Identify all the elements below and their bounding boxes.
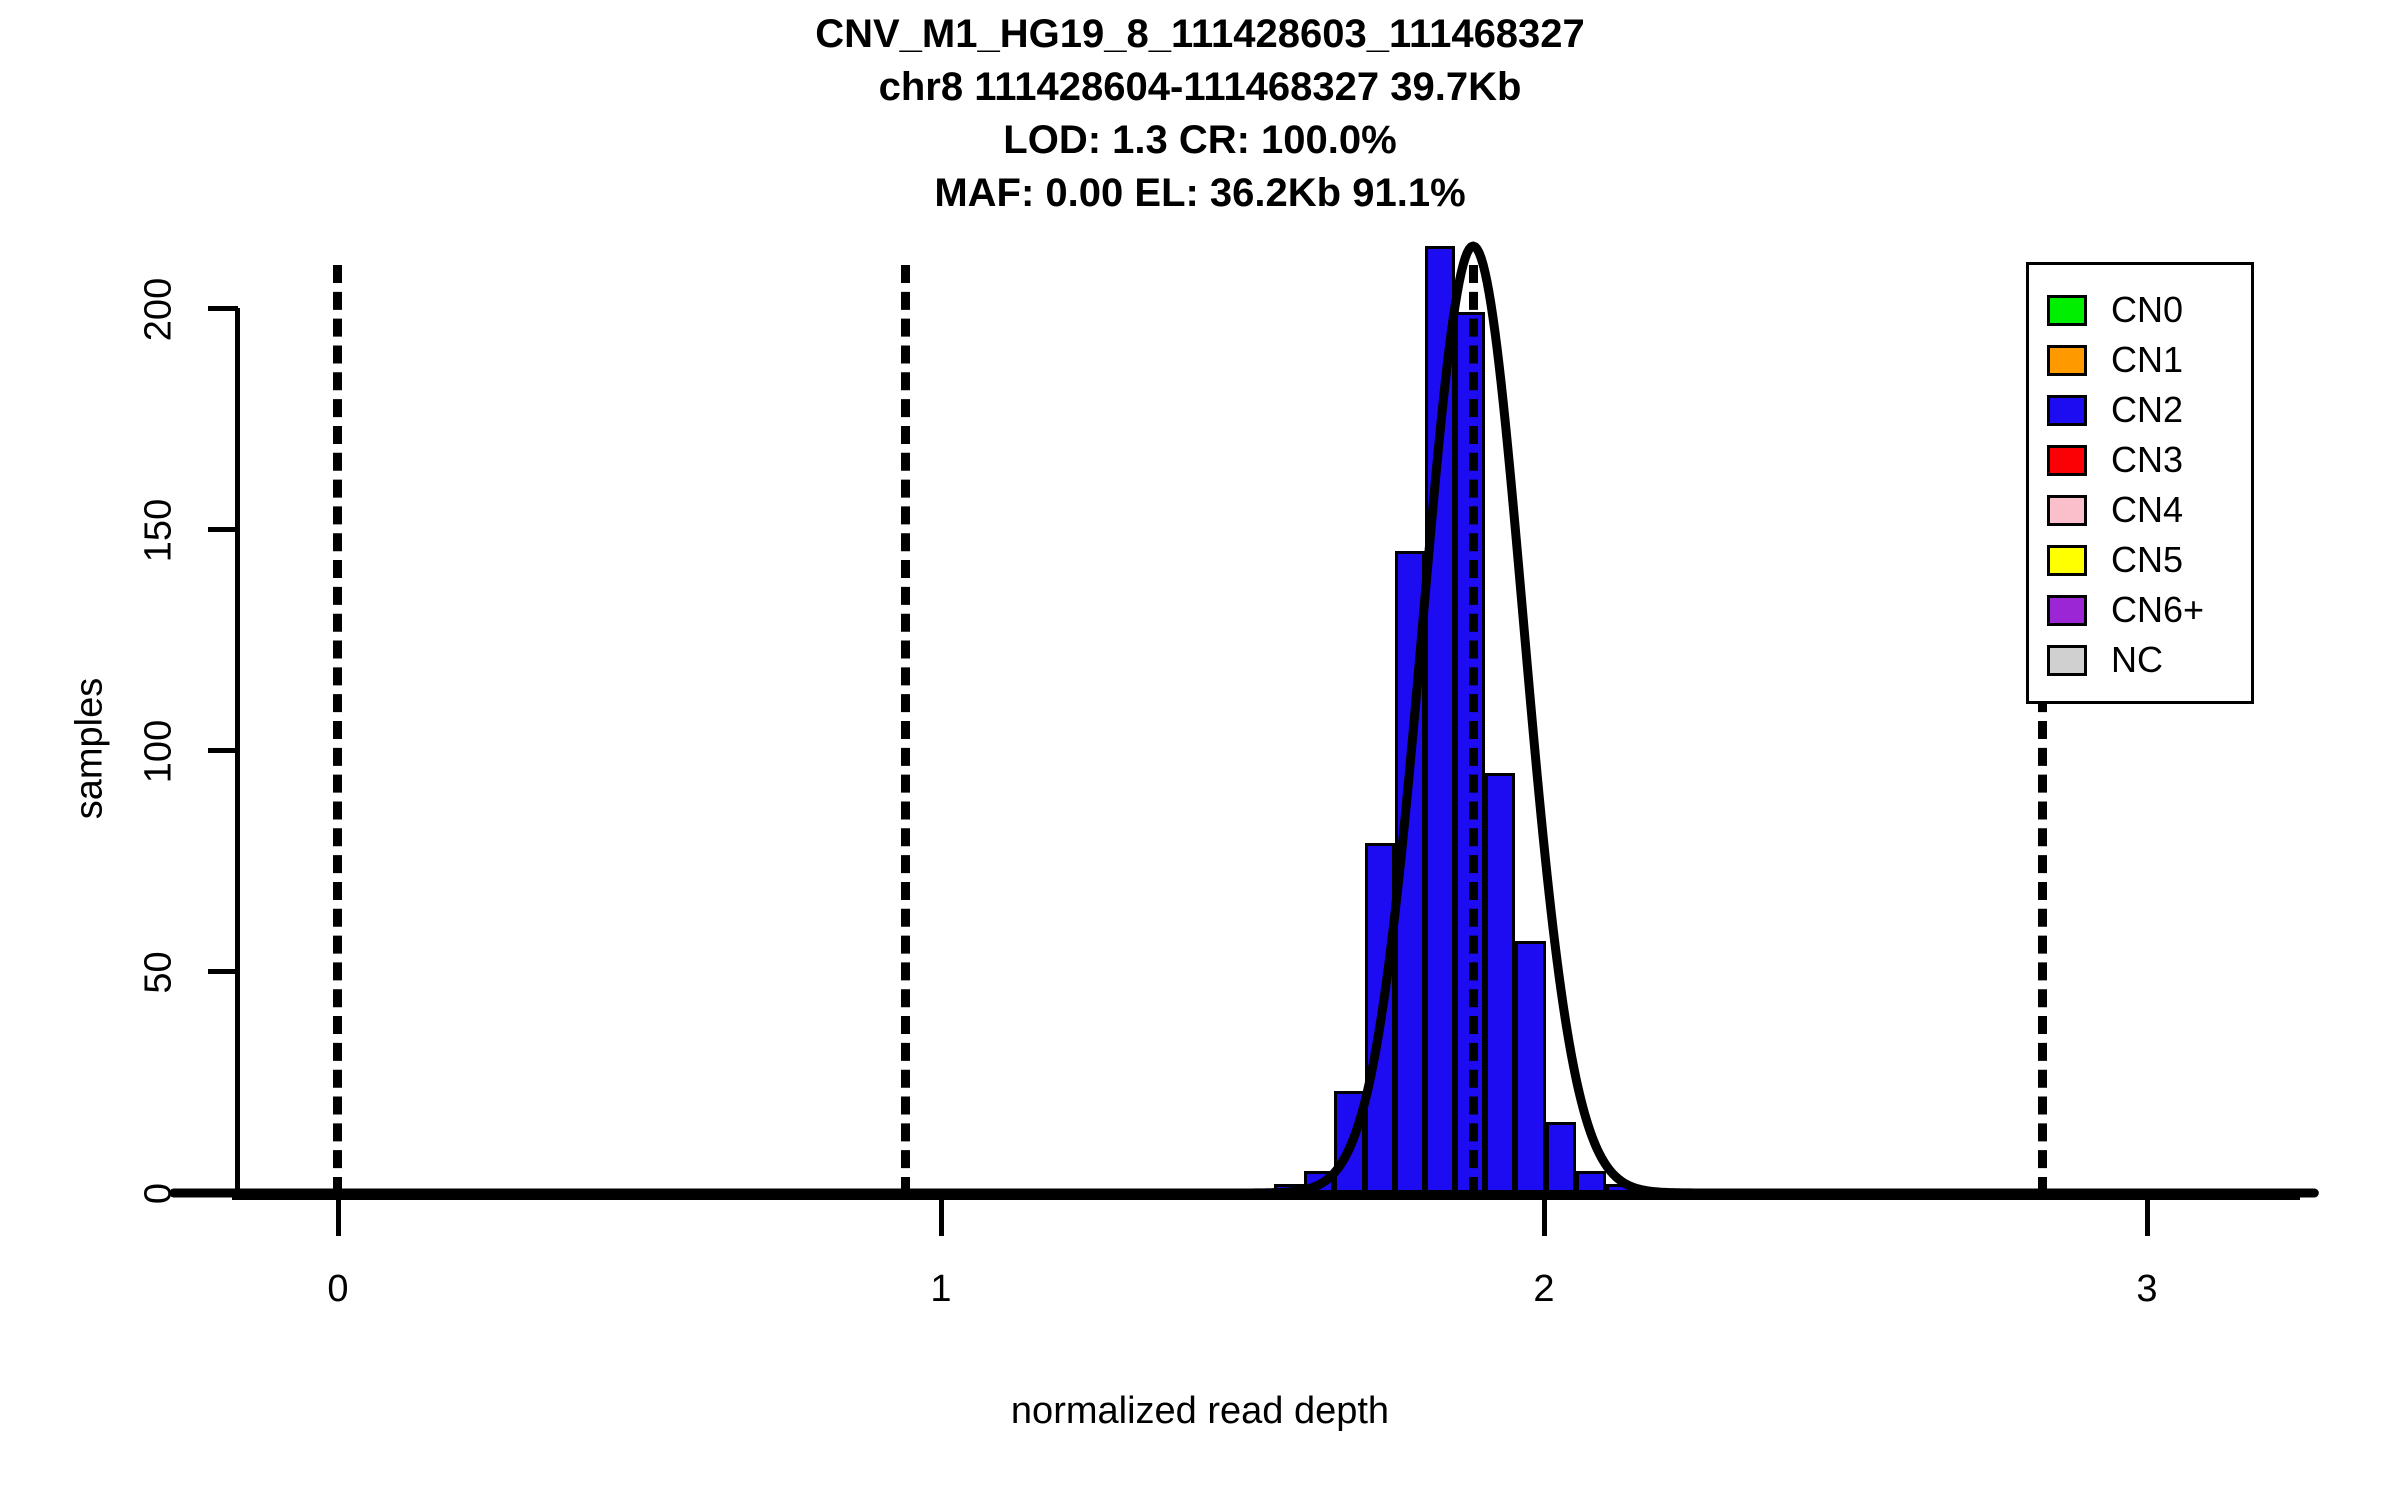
x-tick-2: [1542, 1200, 1547, 1236]
title-line-1: CNV_M1_HG19_8_111428603_111468327: [815, 12, 1585, 56]
legend-box: CN0 CN1 CN2 CN3 CN4 CN5 CN6+ NC: [2026, 262, 2254, 704]
expected-cn-line: [332, 265, 342, 1195]
x-tick-1: [939, 1200, 944, 1236]
legend-item-cn1[interactable]: CN1: [2047, 337, 2183, 383]
legend-item-cn5[interactable]: CN5: [2047, 537, 2183, 583]
title-line-4: MAF: 0.00 EL: 36.2Kb 91.1%: [934, 171, 1466, 215]
legend-item-cn3[interactable]: CN3: [2047, 437, 2183, 483]
expected-cn-line: [2037, 265, 2047, 1195]
title-line-2: chr8 111428604-111468327 39.7Kb: [878, 65, 1522, 109]
legend-item-label: CN6+: [2111, 589, 2205, 630]
legend-swatch-icon: [2047, 394, 2087, 426]
x-tick-0: [336, 1200, 341, 1236]
legend-item-cn2[interactable]: CN2: [2047, 387, 2183, 433]
legend-item-cn4[interactable]: CN4: [2047, 487, 2183, 533]
legend-item-cn0[interactable]: CN0: [2047, 287, 2183, 333]
x-tick-3: [2145, 1200, 2150, 1236]
x-tick-label-2: 2: [1533, 1268, 1555, 1310]
chart-title-block: CNV_M1_HG19_8_111428603_111468327 chr8 1…: [0, 8, 2400, 220]
legend-item-label: CN4: [2111, 489, 2184, 530]
legend-swatch-icon: [2047, 494, 2087, 526]
legend-item-label: CN3: [2111, 439, 2184, 480]
legend-swatch-icon: [2047, 294, 2087, 326]
legend-swatch-icon: [2047, 644, 2087, 676]
expected-cn-line: [1469, 265, 1479, 1195]
legend-item-label: NC: [2111, 639, 2163, 680]
legend-swatch-icon: [2047, 444, 2087, 476]
legend-item-label: CN0: [2111, 289, 2184, 330]
expected-cn-line: [901, 265, 911, 1195]
legend-item-cn6plus[interactable]: CN6+: [2047, 587, 2204, 633]
legend-swatch-icon: [2047, 344, 2087, 376]
legend-item-nc[interactable]: NC: [2047, 637, 2163, 683]
title-line-3: LOD: 1.3 CR: 100.0%: [1003, 118, 1397, 162]
legend-item-label: CN2: [2111, 389, 2184, 430]
legend-swatch-icon: [2047, 594, 2087, 626]
x-axis-title: normalized read depth: [1010, 1390, 1390, 1432]
x-tick-label-0: 0: [327, 1268, 349, 1310]
legend-item-label: CN1: [2111, 339, 2184, 380]
legend-swatch-icon: [2047, 544, 2087, 576]
legend-item-label: CN5: [2111, 539, 2184, 580]
x-tick-label-1: 1: [930, 1268, 952, 1310]
x-tick-label-3: 3: [2136, 1268, 2158, 1310]
